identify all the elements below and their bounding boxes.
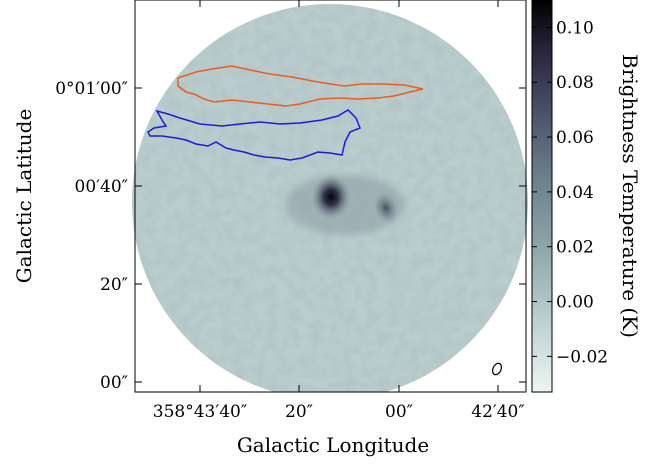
y-tick-label: 0°01′00″ bbox=[55, 79, 128, 99]
blue-contour bbox=[147, 109, 361, 161]
axes-frame bbox=[134, 0, 527, 393]
colorbar-label: Brightness Temperature (K) bbox=[618, 54, 642, 338]
y-axis bbox=[135, 87, 526, 383]
colorbar-tick-label: 0.02 bbox=[556, 238, 594, 258]
colorbar-tick-label: −0.02 bbox=[556, 347, 608, 367]
x-axis-label: Galactic Longitude bbox=[237, 433, 429, 457]
x-axis bbox=[199, 0, 499, 392]
y-axis-label: Galactic Latitude bbox=[12, 109, 36, 284]
beam-ellipse bbox=[491, 362, 503, 376]
colorbar-ticks: 0.10 0.08 0.06 0.04 0.02 0.00 −0.02 bbox=[532, 18, 608, 367]
orange-contour bbox=[177, 65, 424, 107]
x-tick-label: 358°43′40″ bbox=[153, 402, 247, 422]
colorbar-tick-label: 0.04 bbox=[556, 183, 594, 203]
colorbar-tick-label: 0.06 bbox=[556, 128, 594, 148]
x-tick-label: 00″ bbox=[385, 402, 413, 422]
colorbar-tick-label: 0.08 bbox=[556, 73, 594, 93]
x-tick-label: 20″ bbox=[285, 402, 313, 422]
y-tick-label: 00″ bbox=[100, 373, 128, 393]
source-secondary bbox=[373, 192, 399, 224]
x-tick-label: 42′40″ bbox=[471, 402, 524, 422]
colorbar-tick-label: 0.10 bbox=[556, 18, 594, 38]
y-tick-label: 00′40″ bbox=[75, 177, 128, 197]
source-core bbox=[311, 174, 351, 220]
y-tick-label: 20″ bbox=[100, 275, 128, 295]
map-image bbox=[132, 4, 528, 392]
colorbar bbox=[531, 0, 553, 393]
colorbar-tick-label: 0.00 bbox=[556, 293, 594, 313]
